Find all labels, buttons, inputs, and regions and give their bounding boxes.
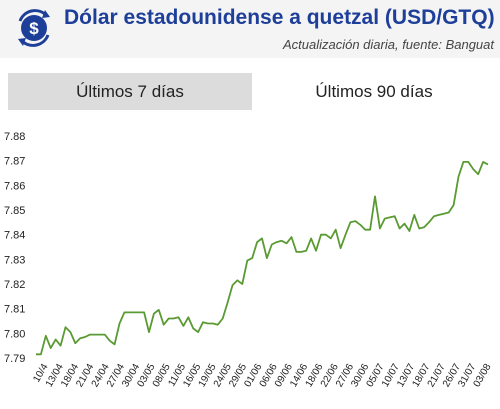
y-tick-label: 7.83 <box>4 254 25 266</box>
y-tick-label: 7.86 <box>4 180 25 192</box>
tab-90-days[interactable]: Últimos 90 días <box>252 73 496 110</box>
y-tick-label: 7.81 <box>4 304 25 316</box>
svg-text:$: $ <box>29 19 39 38</box>
header: $ Dólar estadounidense a quetzal (USD/GT… <box>0 0 500 58</box>
y-tick-label: 7.80 <box>4 328 25 340</box>
period-tabs: Últimos 7 días Últimos 90 días <box>8 73 496 110</box>
page-title: Dólar estadounidense a quetzal (USD/GTQ) <box>64 6 495 29</box>
y-tick-label: 7.88 <box>4 131 25 143</box>
y-tick-label: 7.84 <box>4 230 25 242</box>
y-tick-label: 7.87 <box>4 156 25 168</box>
currency-exchange-icon: $ <box>18 9 50 47</box>
tab-7-days[interactable]: Últimos 7 días <box>8 73 252 110</box>
exchange-rate-chart: 7.88 7.87 7.86 7.85 7.84 7.83 7.82 7.81 7.80 7.79… <box>4 131 494 389</box>
page-subtitle: Actualización diaria, fuente: Banguat <box>282 37 494 52</box>
y-tick-label: 7.85 <box>4 205 25 217</box>
usd-gtq-series-line <box>36 161 489 356</box>
y-tick-label: 7.79 <box>4 353 25 365</box>
y-tick-label: 7.82 <box>4 279 25 291</box>
